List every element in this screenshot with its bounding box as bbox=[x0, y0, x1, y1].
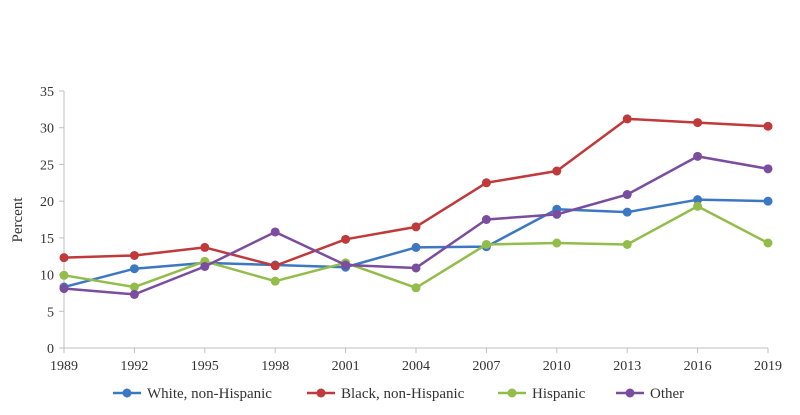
data-point bbox=[341, 234, 351, 244]
data-point bbox=[552, 238, 562, 248]
legend-item-1: Black, non-Hispanic bbox=[307, 386, 465, 402]
data-point bbox=[693, 201, 703, 211]
data-point bbox=[59, 270, 69, 280]
y-tick-label: 20 bbox=[40, 195, 54, 210]
x-tick-label: 2004 bbox=[402, 359, 430, 374]
data-point bbox=[59, 253, 69, 263]
data-point bbox=[693, 195, 703, 205]
legend-label: Black, non-Hispanic bbox=[341, 386, 465, 402]
y-tick-label: 30 bbox=[40, 122, 54, 137]
x-tick-label: 2010 bbox=[543, 359, 571, 374]
x-tick-label: 2016 bbox=[684, 359, 712, 374]
data-point bbox=[270, 261, 280, 271]
data-point bbox=[622, 239, 632, 249]
x-tick-label: 2007 bbox=[472, 359, 500, 374]
data-point bbox=[622, 207, 632, 217]
data-point bbox=[763, 238, 773, 248]
x-tick-label: 1998 bbox=[261, 359, 289, 374]
legend-swatch-marker bbox=[316, 388, 326, 398]
data-point bbox=[481, 239, 491, 249]
y-tick-label: 0 bbox=[47, 342, 54, 357]
x-tick-label: 1992 bbox=[120, 359, 148, 374]
data-point bbox=[693, 118, 703, 128]
data-point bbox=[411, 263, 421, 273]
data-point bbox=[200, 242, 210, 252]
data-point bbox=[129, 264, 139, 274]
data-point bbox=[481, 178, 491, 188]
data-point bbox=[763, 164, 773, 174]
data-point bbox=[622, 190, 632, 200]
legend: White, non-Hispanic Black, non-Hispanic Hi… bbox=[113, 386, 684, 402]
data-point bbox=[411, 222, 421, 232]
x-tick-label: 1989 bbox=[50, 359, 78, 374]
data-point bbox=[129, 250, 139, 260]
data-point bbox=[552, 209, 562, 219]
series-2 bbox=[59, 201, 773, 293]
series-1 bbox=[59, 114, 773, 271]
data-point bbox=[552, 166, 562, 176]
series-3 bbox=[59, 151, 773, 299]
x-tick-label: 2013 bbox=[613, 359, 641, 374]
x-tick-label: 2001 bbox=[332, 359, 360, 374]
legend-label: Hispanic bbox=[532, 386, 586, 402]
data-point bbox=[481, 215, 491, 224]
data-point bbox=[622, 114, 632, 124]
legend-swatch-marker bbox=[507, 388, 517, 398]
legend-swatch-marker bbox=[122, 388, 132, 398]
data-point bbox=[270, 227, 280, 237]
data-point bbox=[129, 289, 139, 299]
data-point bbox=[693, 151, 703, 161]
data-point bbox=[200, 261, 210, 271]
data-point bbox=[341, 260, 351, 270]
data-point bbox=[129, 282, 139, 292]
y-tick-label: 5 bbox=[47, 305, 54, 320]
legend-item-0: White, non-Hispanic bbox=[113, 386, 272, 402]
data-point bbox=[763, 196, 773, 206]
y-tick-label: 25 bbox=[40, 158, 54, 173]
axes: 0 5 10 15 20 25 30 35 1989 1992 1995 1998 2001 2004 20… bbox=[40, 85, 782, 374]
x-tick-label: 1995 bbox=[191, 359, 219, 374]
x-tick-label: 2019 bbox=[754, 359, 782, 374]
series-0 bbox=[59, 195, 773, 292]
legend-swatch-marker bbox=[625, 388, 635, 398]
y-tick-label: 15 bbox=[40, 232, 54, 247]
y-tick-label: 35 bbox=[40, 85, 54, 100]
legend-label: Other bbox=[650, 386, 684, 402]
legend-label: White, non-Hispanic bbox=[147, 386, 272, 402]
legend-item-2: Hispanic bbox=[498, 386, 586, 402]
data-point bbox=[763, 121, 773, 131]
y-axis-title: Percent bbox=[10, 197, 26, 243]
data-point bbox=[411, 242, 421, 252]
data-point bbox=[411, 283, 421, 293]
data-point bbox=[270, 276, 280, 286]
data-point bbox=[59, 284, 69, 294]
y-tick-label: 10 bbox=[40, 269, 54, 284]
series-group bbox=[59, 114, 773, 299]
legend-item-3: Other bbox=[616, 386, 684, 402]
